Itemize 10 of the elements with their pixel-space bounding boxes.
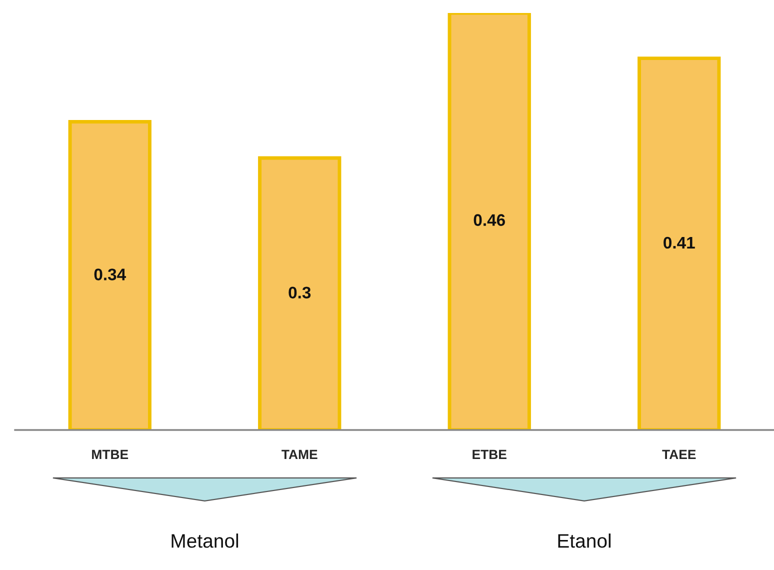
- data-label: 0.3: [288, 286, 311, 299]
- data-label: 0.41: [664, 236, 695, 249]
- x-tick-label: ETBE: [472, 450, 506, 460]
- x-tick-label: MTBE: [92, 450, 128, 460]
- data-label: 0.46: [474, 214, 505, 226]
- x-tick-label: TAEE: [662, 450, 696, 460]
- data-label: 0.34: [94, 268, 126, 280]
- x-tick-label: TAME: [282, 450, 318, 460]
- text: Metanol: [172, 534, 238, 548]
- text: Etanol: [558, 534, 611, 548]
